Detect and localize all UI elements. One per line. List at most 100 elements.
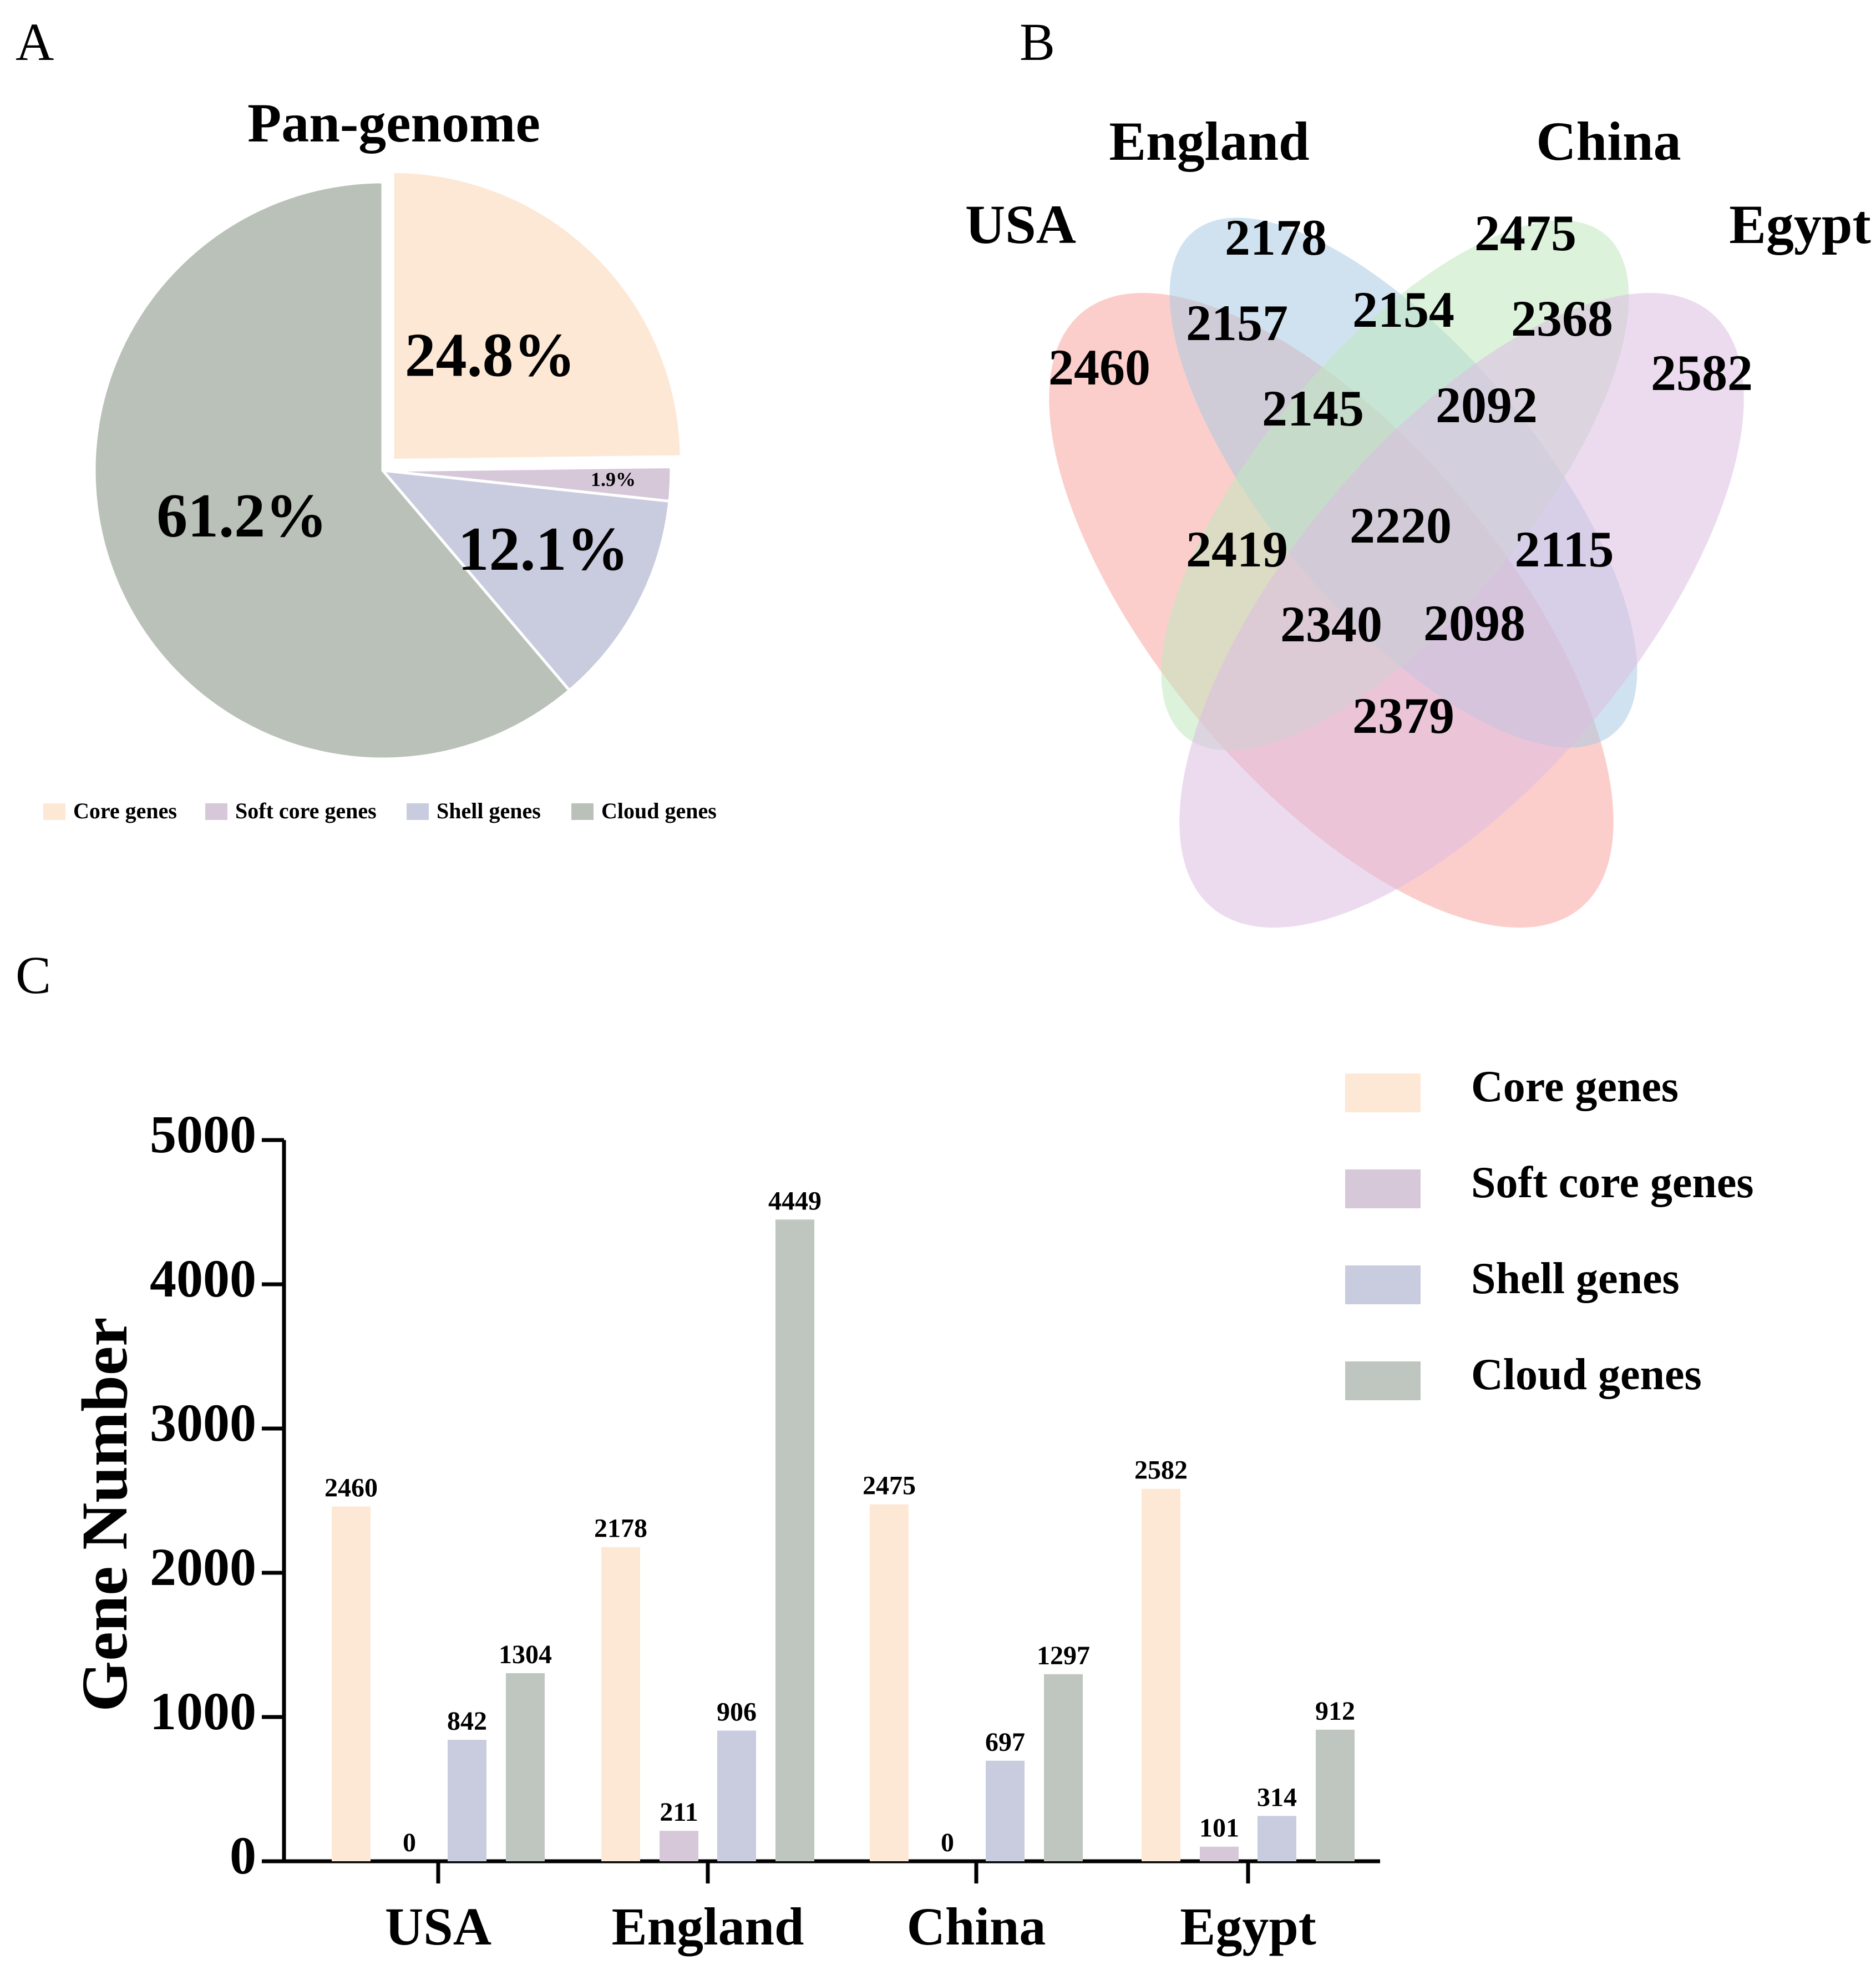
bar-value-egypt-soft-core-genes: 101 xyxy=(1199,1814,1239,1843)
venn-region-england-china-egypt: 2092 xyxy=(1436,377,1538,433)
bar-legend-label-cloud-genes: Cloud genes xyxy=(1471,1350,1702,1399)
pie-legend-label-core-genes: Core genes xyxy=(73,798,177,823)
bar-chart: Gene Number 0 1000 2000 3000 4000 5000 USA Engl… xyxy=(68,1062,1754,1956)
bar-value-china-core-genes: 2475 xyxy=(863,1471,916,1501)
venn-set-labels: USA England China Egypt xyxy=(965,110,1871,255)
bar-legend: Core genes Soft core genes Shell genes Clou… xyxy=(1345,1062,1754,1400)
bar-value-china-cloud-genes: 1297 xyxy=(1037,1641,1090,1670)
bar-value-usa-core-genes: 2460 xyxy=(325,1473,378,1502)
venn-set-label-egypt: Egypt xyxy=(1729,194,1871,255)
venn-region-usa: 2460 xyxy=(1048,339,1150,396)
y-axis-label: Gene Number xyxy=(68,1317,141,1711)
pie-legend-swatch-shell-genes xyxy=(407,803,429,820)
bar-value-egypt-core-genes: 2582 xyxy=(1134,1456,1188,1485)
y-tick-label-0: 0 xyxy=(230,1826,256,1885)
venn-region-england-egypt: 2115 xyxy=(1515,521,1614,578)
bar-value-labels: 2460 0 842 1304 2178 211 906 4449 2475 0 697 1297 25… xyxy=(325,1186,1355,1857)
bar-egypt-soft-core-genes xyxy=(1200,1846,1239,1861)
bar-legend-label-core-genes: Core genes xyxy=(1471,1062,1679,1111)
bar-china-cloud-genes xyxy=(1044,1674,1083,1861)
bar-legend-swatch-shell-genes xyxy=(1345,1265,1421,1304)
pie-label-shell-genes: 12.1% xyxy=(458,515,629,584)
venn-region-usa-egypt: 2379 xyxy=(1352,687,1454,744)
y-tick-label-4000: 4000 xyxy=(150,1249,256,1308)
bar-legend-swatch-cloud-genes xyxy=(1345,1361,1421,1400)
pie-legend: Core genes Soft core genes Shell genes Clou… xyxy=(43,798,717,823)
bar-legend-label-shell-genes: Shell genes xyxy=(1471,1254,1680,1303)
bar-value-england-soft-core-genes: 211 xyxy=(660,1797,698,1827)
pie-legend-swatch-soft-core-genes xyxy=(205,803,227,820)
bar-china-shell-genes xyxy=(986,1760,1025,1861)
bar-usa-shell-genes xyxy=(448,1740,486,1861)
bar-egypt-shell-genes xyxy=(1258,1816,1296,1861)
pie-legend-swatch-core-genes xyxy=(43,803,65,820)
bar-value-usa-cloud-genes: 1304 xyxy=(499,1640,552,1669)
x-tick-label-usa: USA xyxy=(385,1897,491,1956)
venn-ellipses xyxy=(1049,217,1744,928)
bar-value-china-shell-genes: 697 xyxy=(985,1728,1025,1757)
bar-legend-label-soft-core-genes: Soft core genes xyxy=(1471,1158,1754,1207)
pie-legend-label-cloud-genes: Cloud genes xyxy=(601,798,717,823)
x-tick-label-china: China xyxy=(907,1897,1046,1956)
bar-usa-cloud-genes xyxy=(506,1673,545,1861)
x-tick-label-egypt: Egypt xyxy=(1180,1897,1316,1956)
bar-england-soft-core-genes xyxy=(660,1831,698,1861)
bar-usa-core-genes xyxy=(332,1506,371,1861)
venn-ellipse-egypt xyxy=(1179,292,1744,928)
y-tick-label-3000: 3000 xyxy=(150,1393,256,1452)
bar-value-egypt-shell-genes: 314 xyxy=(1257,1782,1297,1812)
pie-label-core-genes: 24.8% xyxy=(405,321,576,390)
venn-region-usa-england: 2157 xyxy=(1186,295,1288,351)
bar-egypt-cloud-genes xyxy=(1316,1729,1355,1861)
pie-legend-swatch-cloud-genes xyxy=(571,803,594,820)
bar-value-england-shell-genes: 906 xyxy=(717,1697,757,1726)
x-tick-label-england: England xyxy=(612,1897,804,1956)
pie-legend-label-shell-genes: Shell genes xyxy=(437,798,541,823)
pie-labels: 24.8% 1.9% 12.1% 61.2% xyxy=(156,321,636,584)
venn-region-china: 2475 xyxy=(1474,205,1576,261)
pie-slice-shell-genes xyxy=(379,468,671,692)
panel-letter-c: C xyxy=(16,945,51,1005)
venn-region-usa-england-china: 2145 xyxy=(1262,380,1364,437)
bar-england-core-genes xyxy=(601,1547,640,1861)
bar-value-china-soft-core-genes: 0 xyxy=(941,1828,954,1857)
pie-label-cloud-genes: 61.2% xyxy=(156,482,327,550)
bar-value-england-core-genes: 2178 xyxy=(594,1514,647,1543)
bar-axes: 0 1000 2000 3000 4000 5000 USA England China Egyp… xyxy=(150,1105,1380,1956)
y-tick-label-1000: 1000 xyxy=(150,1682,256,1741)
pie-title: Pan-genome xyxy=(247,92,540,154)
venn-diagram: USA England China Egypt 2460 2178 2475 2582 215… xyxy=(965,110,1871,928)
venn-set-label-england: England xyxy=(1109,110,1309,172)
y-tick-label-5000: 5000 xyxy=(150,1105,256,1164)
pie-label-soft-core-genes: 1.9% xyxy=(591,468,636,490)
panel-letter-b: B xyxy=(1020,12,1055,72)
bar-legend-swatch-soft-core-genes xyxy=(1345,1169,1421,1208)
venn-region-usa-england-egypt: 2098 xyxy=(1423,595,1525,651)
panel-letter-a: A xyxy=(16,12,54,72)
venn-region-usa-england-china-egypt: 2220 xyxy=(1350,497,1452,554)
pie-slice-core-genes xyxy=(391,170,683,462)
venn-region-china-egypt: 2368 xyxy=(1511,290,1613,347)
bar-england-cloud-genes xyxy=(775,1219,814,1861)
venn-region-labels: 2460 2178 2475 2582 2157 2154 2368 2145 2092 2419… xyxy=(1048,205,1753,744)
bar-egypt-core-genes xyxy=(1142,1488,1180,1861)
venn-set-label-usa: USA xyxy=(965,194,1076,255)
bar-england-shell-genes xyxy=(717,1730,756,1861)
bar-bars xyxy=(332,1219,1355,1861)
pie-slices xyxy=(93,170,683,761)
bar-value-england-cloud-genes: 4449 xyxy=(768,1186,822,1216)
y-tick-label-2000: 2000 xyxy=(150,1537,256,1597)
bar-value-egypt-cloud-genes: 912 xyxy=(1315,1696,1355,1726)
bar-legend-swatch-core-genes xyxy=(1345,1073,1421,1112)
pie-chart: Pan-genome 24.8% 1.9% 12.1% 61.2% Core gene… xyxy=(43,92,717,823)
venn-region-england: 2178 xyxy=(1225,209,1327,266)
venn-region-england-china: 2154 xyxy=(1352,281,1454,338)
bar-china-core-genes xyxy=(870,1504,909,1861)
venn-region-egypt: 2582 xyxy=(1651,345,1753,401)
venn-set-label-china: China xyxy=(1536,110,1681,172)
venn-region-usa-china-egypt: 2340 xyxy=(1280,596,1382,652)
venn-region-usa-china: 2419 xyxy=(1186,521,1288,578)
bar-value-usa-shell-genes: 842 xyxy=(447,1706,487,1736)
pie-slice-cloud-genes xyxy=(93,180,571,761)
